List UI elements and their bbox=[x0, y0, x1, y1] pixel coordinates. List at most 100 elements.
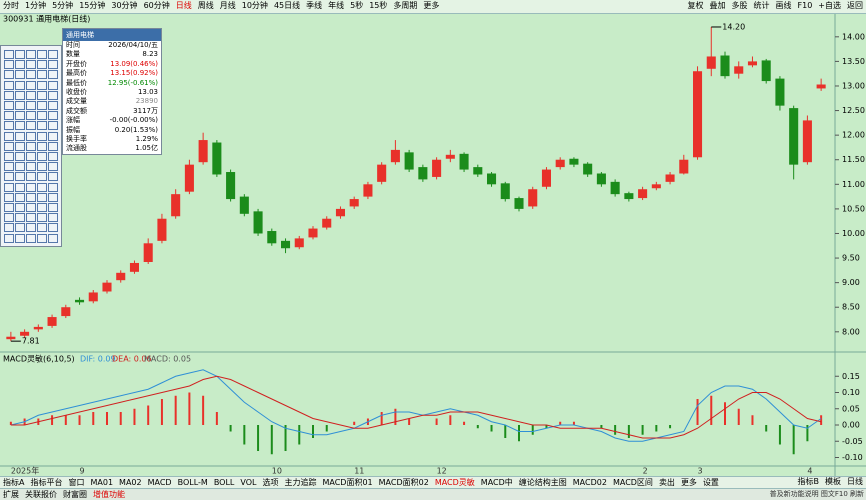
menu-item[interactable]: F10 bbox=[797, 1, 813, 10]
tool-icon[interactable] bbox=[26, 60, 36, 70]
tool-icon[interactable] bbox=[37, 70, 47, 80]
period-tab[interactable]: 分时 bbox=[3, 1, 19, 10]
tool-icon[interactable] bbox=[4, 141, 14, 151]
tool-icon[interactable] bbox=[26, 213, 36, 223]
tool-icon[interactable] bbox=[48, 172, 58, 182]
indicator-tab[interactable]: VOL bbox=[240, 478, 257, 487]
indicator-tab[interactable]: MA01 bbox=[90, 478, 114, 487]
tool-icon[interactable] bbox=[26, 172, 36, 182]
tool-icon[interactable] bbox=[26, 70, 36, 80]
tool-icon[interactable] bbox=[15, 101, 25, 110]
period-tab[interactable]: 30分钟 bbox=[111, 1, 138, 10]
tool-icon[interactable] bbox=[4, 50, 14, 59]
tool-icon[interactable] bbox=[37, 172, 47, 182]
tool-icon[interactable] bbox=[15, 192, 25, 202]
tool-icon[interactable] bbox=[26, 90, 36, 100]
menu-item[interactable]: 多股 bbox=[731, 1, 748, 10]
tool-icon[interactable] bbox=[15, 80, 25, 90]
indicator-tab[interactable]: 卖出 bbox=[658, 478, 675, 487]
tool-icon[interactable] bbox=[48, 223, 58, 233]
indicator-tab[interactable]: MACD02 bbox=[572, 478, 607, 487]
tool-icon[interactable] bbox=[48, 162, 58, 172]
period-tab[interactable]: 年线 bbox=[328, 1, 345, 10]
tool-icon[interactable] bbox=[15, 121, 25, 131]
tool-icon[interactable] bbox=[4, 213, 14, 223]
indicator-tab[interactable]: 指标B bbox=[797, 477, 820, 486]
tool-icon[interactable] bbox=[26, 131, 36, 141]
indicator-tab[interactable]: 日线 bbox=[847, 477, 863, 486]
tool-icon[interactable] bbox=[4, 203, 14, 212]
tool-icon[interactable] bbox=[48, 80, 58, 90]
tool-icon[interactable] bbox=[48, 203, 58, 212]
menu-item[interactable]: 叠加 bbox=[709, 1, 726, 10]
tool-icon[interactable] bbox=[15, 203, 25, 212]
tool-icon[interactable] bbox=[26, 162, 36, 172]
indicator-tab[interactable]: 设置 bbox=[702, 478, 719, 487]
tool-icon[interactable] bbox=[48, 152, 58, 161]
period-tab[interactable]: 1分钟 bbox=[25, 1, 47, 10]
tool-icon[interactable] bbox=[26, 50, 36, 59]
tool-icon[interactable] bbox=[48, 111, 58, 121]
tool-icon[interactable] bbox=[4, 101, 14, 110]
tool-icon[interactable] bbox=[37, 131, 47, 141]
period-tab[interactable]: 季线 bbox=[306, 1, 323, 10]
tool-icon[interactable] bbox=[48, 60, 58, 70]
footer-item[interactable]: 关联报价 bbox=[25, 490, 57, 499]
tool-icon[interactable] bbox=[4, 162, 14, 172]
tool-icon[interactable] bbox=[48, 233, 58, 243]
tool-icon[interactable] bbox=[15, 50, 25, 59]
tool-icon[interactable] bbox=[37, 50, 47, 59]
tool-icon[interactable] bbox=[4, 233, 14, 243]
tool-icon[interactable] bbox=[37, 141, 47, 151]
tool-icon[interactable] bbox=[15, 172, 25, 182]
menu-item[interactable]: +自选 bbox=[818, 1, 841, 10]
tool-icon[interactable] bbox=[26, 121, 36, 131]
tool-icon[interactable] bbox=[4, 223, 14, 233]
tool-icon[interactable] bbox=[15, 213, 25, 223]
tool-icon[interactable] bbox=[4, 80, 14, 90]
tool-icon[interactable] bbox=[37, 213, 47, 223]
period-tab[interactable]: 15秒 bbox=[369, 1, 388, 10]
tool-icon[interactable] bbox=[26, 80, 36, 90]
indicator-tab[interactable]: 指标平台 bbox=[30, 478, 63, 487]
indicator-tab[interactable]: 指标A bbox=[3, 478, 25, 487]
tool-icon[interactable] bbox=[4, 121, 14, 131]
indicator-tab[interactable]: 缠论结构主图 bbox=[518, 478, 567, 487]
tool-icon[interactable] bbox=[26, 111, 36, 121]
tool-icon[interactable] bbox=[48, 50, 58, 59]
tool-icon[interactable] bbox=[15, 90, 25, 100]
tool-icon[interactable] bbox=[4, 182, 14, 192]
tool-icon[interactable] bbox=[15, 152, 25, 161]
tool-icon[interactable] bbox=[37, 233, 47, 243]
tool-icon[interactable] bbox=[37, 203, 47, 212]
menu-item[interactable]: 返回 bbox=[847, 1, 863, 10]
tool-icon[interactable] bbox=[15, 162, 25, 172]
tool-icon[interactable] bbox=[26, 152, 36, 161]
tool-icon[interactable] bbox=[37, 60, 47, 70]
indicator-tab[interactable]: 更多 bbox=[680, 478, 697, 487]
indicator-tab[interactable]: 选项 bbox=[262, 478, 279, 487]
tool-icon[interactable] bbox=[48, 70, 58, 80]
tool-icon[interactable] bbox=[26, 182, 36, 192]
menu-item[interactable]: 统计 bbox=[753, 1, 770, 10]
indicator-tab[interactable]: MA02 bbox=[119, 478, 142, 487]
tool-icon[interactable] bbox=[15, 233, 25, 243]
footer-item[interactable]: 增值功能 bbox=[93, 490, 125, 499]
tool-icon[interactable] bbox=[48, 121, 58, 131]
tool-icon[interactable] bbox=[26, 192, 36, 202]
indicator-tab[interactable]: 模板 bbox=[825, 477, 841, 486]
indicator-tab[interactable]: BOLL-M bbox=[177, 478, 208, 487]
indicator-tab[interactable]: 窗口 bbox=[68, 478, 85, 487]
tool-icon[interactable] bbox=[37, 90, 47, 100]
tool-icon[interactable] bbox=[4, 152, 14, 161]
tool-icon[interactable] bbox=[26, 223, 36, 233]
tool-icon[interactable] bbox=[37, 152, 47, 161]
tool-icon[interactable] bbox=[37, 101, 47, 110]
indicator-tab[interactable]: MACD中 bbox=[480, 478, 513, 487]
period-tab[interactable]: 更多 bbox=[423, 1, 440, 10]
tool-icon[interactable] bbox=[37, 111, 47, 121]
tool-icon[interactable] bbox=[37, 182, 47, 192]
tool-icon[interactable] bbox=[26, 233, 36, 243]
tool-icon[interactable] bbox=[4, 90, 14, 100]
tool-icon[interactable] bbox=[48, 213, 58, 223]
